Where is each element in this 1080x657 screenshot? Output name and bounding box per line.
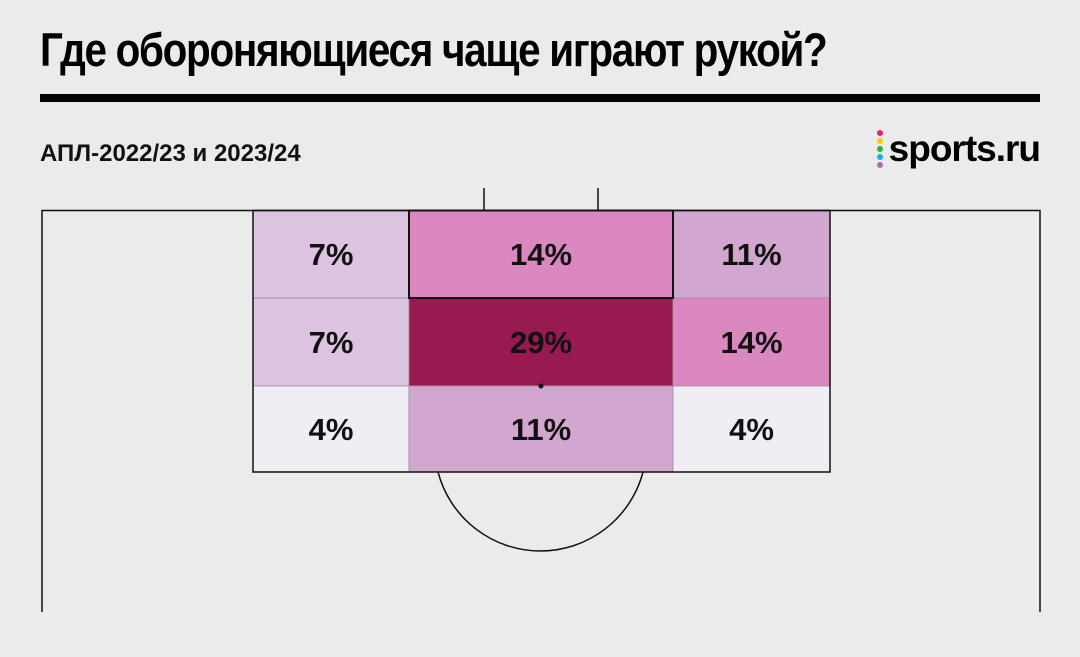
cell-value-label: 4% <box>729 412 774 447</box>
logo-dot <box>876 154 883 160</box>
heatmap-cell <box>672 385 831 473</box>
logo-dot <box>876 138 883 144</box>
heatmap-cell <box>252 297 410 387</box>
cell-value-label: 7% <box>309 325 354 360</box>
title-divider <box>40 94 1040 102</box>
goal-area <box>408 209 674 299</box>
heatmap-cell <box>408 297 674 387</box>
cell-value-label: 11% <box>511 412 571 447</box>
cell-value-label: 4% <box>309 412 354 447</box>
logo-text: sports.ru <box>888 128 1041 169</box>
logo-dot <box>876 146 883 152</box>
page-title: Где обороняющиеся чаще играют рукой? <box>40 23 828 76</box>
heatmap-cell <box>672 297 831 387</box>
logo-dot <box>876 162 883 168</box>
heatmap-cell <box>252 209 410 299</box>
cell-value-label: 7% <box>309 237 354 272</box>
cell-value-label: 14% <box>510 237 572 272</box>
logo-dot <box>876 130 883 136</box>
penalty-spot <box>538 383 544 389</box>
penalty-arc <box>437 471 644 552</box>
subtitle: АПЛ-2022/23 и 2023/24 <box>40 140 301 167</box>
logo-dots-icon <box>876 130 883 168</box>
heatmap-cell <box>408 209 674 299</box>
cell-value-label: 29% <box>510 325 572 360</box>
cell-value-label: 11% <box>721 237 781 272</box>
cell-value-label: 14% <box>720 325 782 360</box>
heatmap-cell <box>252 385 410 473</box>
sports-ru-logo: sports.ru <box>876 128 1041 170</box>
